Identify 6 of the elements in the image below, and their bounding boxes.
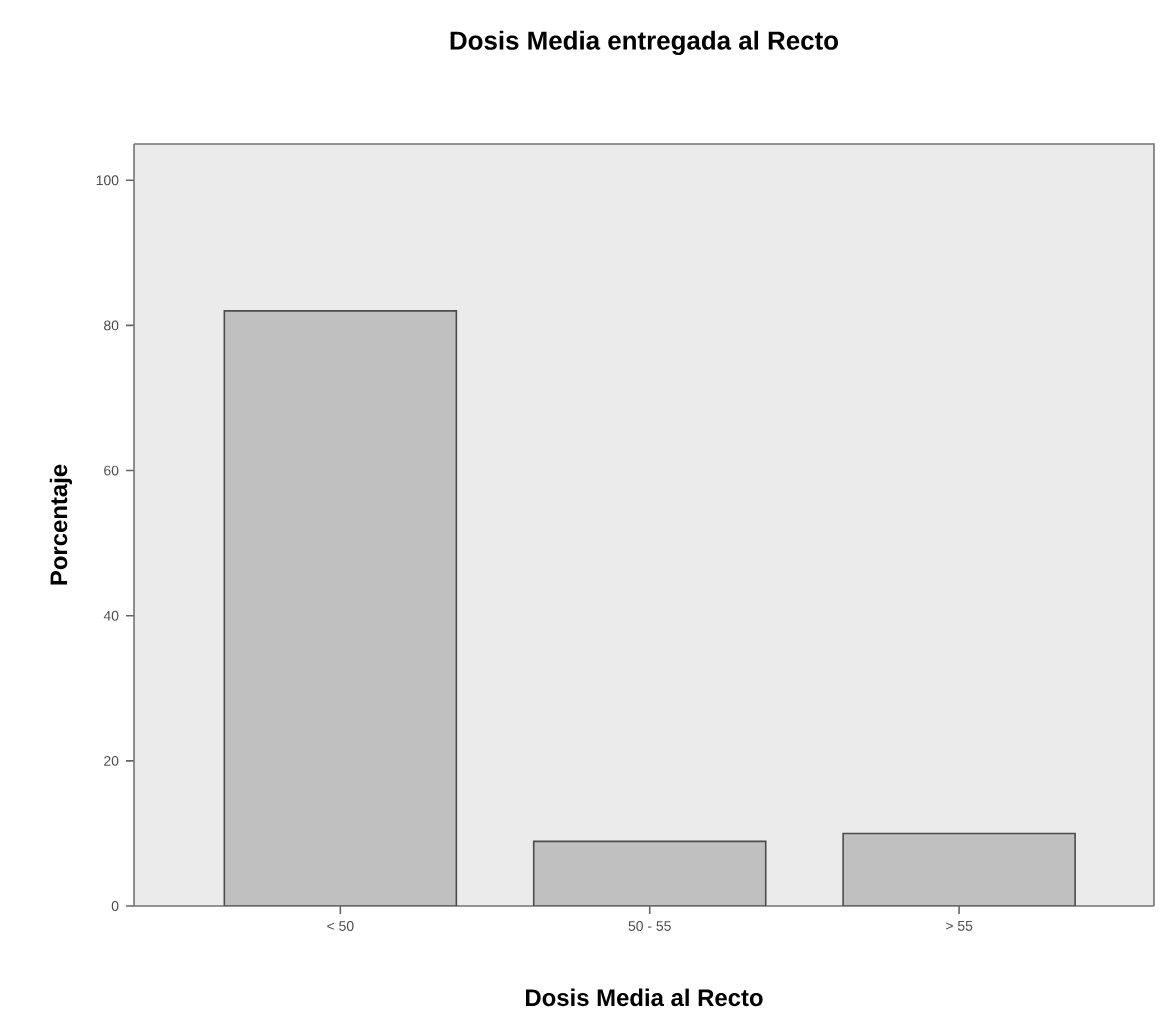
y-axis-title: Porcentaje — [49, 464, 73, 585]
chart-title: Dosis Media entregada al Recto — [450, 30, 839, 56]
bar — [532, 840, 767, 906]
bar — [223, 310, 458, 906]
bar — [842, 832, 1076, 906]
x-axis-title: Dosis Media al Recto — [526, 988, 763, 1007]
